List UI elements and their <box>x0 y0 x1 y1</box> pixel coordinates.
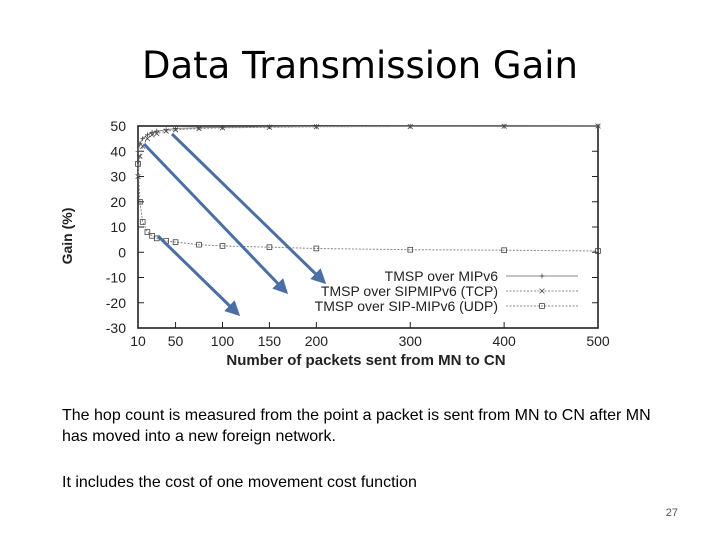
x-axis-label: Number of packets sent from MN to CN <box>226 352 505 369</box>
data-point <box>266 124 273 130</box>
data-point <box>313 124 320 130</box>
data-point <box>144 229 151 235</box>
data-point <box>196 125 202 132</box>
y-tick-label: -20 <box>106 295 126 311</box>
y-tick-label: 0 <box>118 244 126 260</box>
data-point <box>154 130 160 137</box>
y-tick-label: 20 <box>110 194 126 210</box>
legend-marker <box>539 288 545 294</box>
x-tick-label: 50 <box>168 333 184 349</box>
data-point <box>144 135 151 142</box>
caption-movement-cost: It includes the cost of one movement cos… <box>62 474 417 491</box>
y-tick-label: 30 <box>110 169 126 185</box>
legend-marker <box>539 273 545 279</box>
y-tick-label: 10 <box>110 219 126 235</box>
y-axis-label: Gain (%) <box>59 208 75 265</box>
data-point <box>313 245 320 252</box>
data-point <box>144 132 150 138</box>
data-point <box>196 241 202 248</box>
series-layer <box>135 123 601 254</box>
x-tick-label: 100 <box>211 333 235 349</box>
y-tick-label: -30 <box>106 320 126 336</box>
legend-label: TMSP over SIP-MIPv6 (UDP) <box>315 298 498 314</box>
data-point <box>140 136 146 142</box>
data-point <box>501 123 507 129</box>
y-tick-label: -10 <box>106 270 126 286</box>
legend-label: TMSP over MIPv6 <box>385 268 499 284</box>
data-point <box>137 141 143 147</box>
series-2 <box>135 123 601 180</box>
slide-title: Data Transmission Gain <box>142 44 578 87</box>
page-number: 27 <box>665 507 678 519</box>
data-point <box>219 125 226 131</box>
data-point <box>196 125 202 131</box>
caption-hop-count: The hop count is measured from the point… <box>62 407 651 445</box>
data-point <box>163 128 169 134</box>
x-tick-label: 400 <box>492 333 516 349</box>
x-tick-label: 200 <box>305 333 329 349</box>
data-point <box>137 153 143 159</box>
legend-label: TMSP over SIPMIPv6 (TCP) <box>321 283 498 299</box>
data-point <box>407 246 414 253</box>
data-point <box>135 173 141 180</box>
series-line <box>137 125 599 177</box>
x-tick-label: 10 <box>130 333 146 349</box>
data-point <box>154 128 160 134</box>
data-point <box>219 243 226 249</box>
data-point <box>595 248 601 254</box>
arrow <box>170 132 327 285</box>
x-tick-label: 500 <box>586 333 610 349</box>
y-tick-label: 50 <box>110 118 126 134</box>
data-point <box>149 132 155 138</box>
data-point <box>135 148 141 154</box>
data-point <box>172 239 179 245</box>
x-tick-label: 300 <box>399 333 423 349</box>
y-tick-label: 40 <box>110 143 126 159</box>
data-point <box>135 161 141 167</box>
data-point <box>149 129 155 135</box>
y-axis-ticks: 50 40 30 20 10 0 -10 -20 -30 <box>106 118 598 336</box>
data-point <box>266 244 273 251</box>
data-point <box>172 127 179 133</box>
data-point <box>501 247 507 254</box>
x-axis-ticks: 10 50 100 150 200 300 400 500 <box>130 322 610 349</box>
legend-marker <box>539 303 545 309</box>
data-point <box>595 123 601 129</box>
data-point <box>137 198 143 205</box>
arrow <box>156 234 241 317</box>
annotation-arrows <box>142 132 327 317</box>
data-point <box>407 123 413 130</box>
data-point <box>139 219 146 225</box>
series-line <box>137 163 599 252</box>
x-tick-label: 150 <box>258 333 282 349</box>
arrow <box>142 142 289 295</box>
series-line <box>137 125 599 152</box>
